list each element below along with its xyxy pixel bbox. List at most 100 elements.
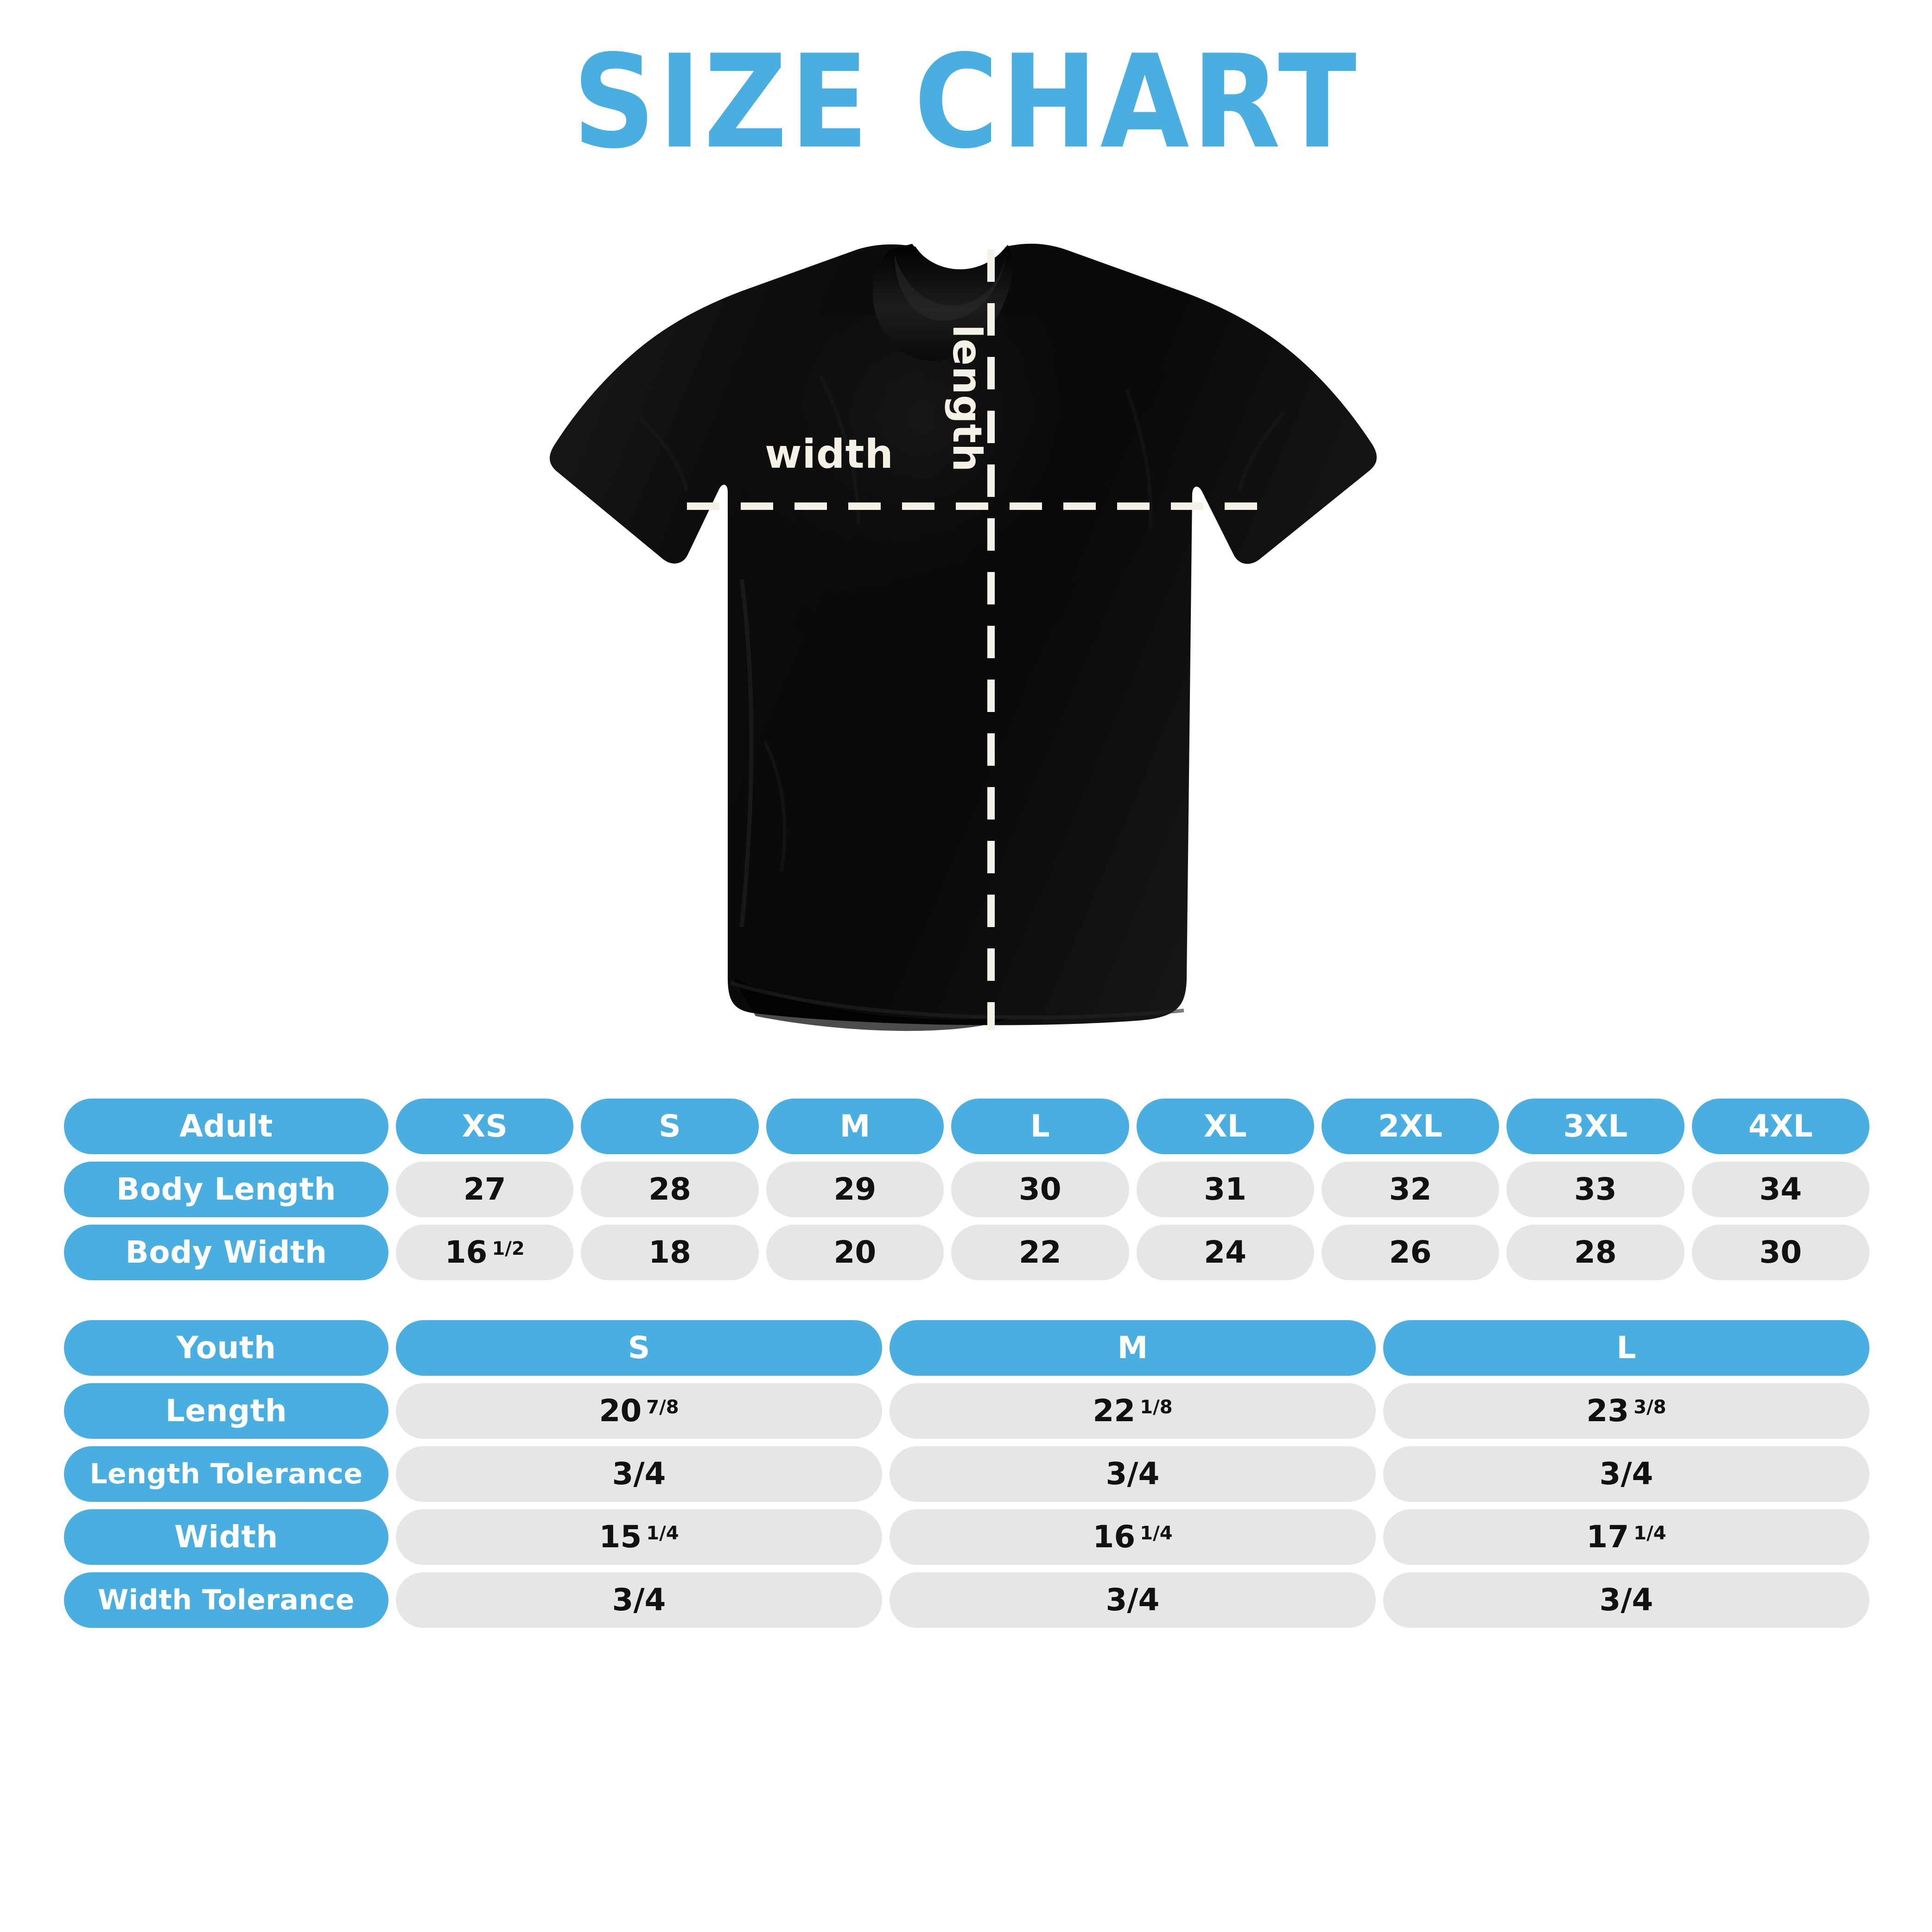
table-row: Width Tolerance 3/4 3/4 3/4 [64,1572,1869,1628]
table-cell: 30 [951,1162,1129,1217]
page-title: SIZE CHART [572,27,1360,178]
cell-value: 16 [445,1234,488,1270]
adult-label-text: Adult [179,1108,273,1144]
table-cell: 3/4 [396,1572,882,1628]
table-row: Length 20 7/8 22 1/8 23 3/8 [64,1383,1869,1439]
row-label-length-tolerance: Length Tolerance [64,1446,388,1502]
row-label-text: Length [165,1393,287,1429]
cell-value: 26 [1389,1234,1432,1270]
youth-header-row: Youth S M L [64,1320,1869,1376]
table-cell: 22 1/8 [890,1383,1376,1439]
cell-value: 3/4 [1106,1456,1160,1492]
table-cell: 22 [951,1225,1129,1280]
size-label: S [659,1108,681,1144]
table-cell: 26 [1321,1225,1500,1280]
cell-fraction: 1/4 [1140,1523,1173,1544]
tshirt-svg [549,243,1377,1031]
table-cell: 17 1/4 [1383,1509,1869,1565]
size-label: XL [1203,1108,1247,1144]
cell-value: 29 [833,1171,877,1207]
adult-header-row: Adult XS S M L XL 2XL [64,1099,1869,1154]
title-area: SIZE CHART [0,38,1932,167]
table-cell: 3/4 [890,1572,1376,1628]
cell-fraction: 1/4 [1633,1523,1666,1544]
table-cell: 31 [1136,1162,1314,1217]
table-row: Body Width 16 1/2 18 20 22 24 [64,1225,1869,1280]
table-row: Length Tolerance 3/4 3/4 3/4 [64,1446,1869,1502]
cell-value: 15 [599,1519,642,1555]
table-cell: 30 [1691,1225,1869,1280]
table-cell: 3/4 [396,1446,882,1502]
tshirt-illustration: width length [524,222,1405,1089]
cell-value: 30 [1759,1234,1802,1270]
youth-row-label: Youth [64,1320,388,1376]
adult-size-header-s: S [581,1099,759,1154]
cell-fraction: 1/2 [492,1238,525,1259]
cell-fraction: 1/8 [1140,1397,1173,1418]
table-cell: 3/4 [1383,1572,1869,1628]
cell-value: 28 [648,1171,691,1207]
measurement-guides [687,249,1262,1030]
adult-size-header-4xl: 4XL [1691,1099,1869,1154]
table-cell: 29 [766,1162,944,1217]
size-label: M [839,1108,871,1144]
cell-fraction: 1/4 [646,1523,679,1544]
size-label: XS [462,1108,508,1144]
table-cell: 16 1/4 [890,1509,1376,1565]
adult-size-header-3xl: 3XL [1506,1099,1684,1154]
cell-value: 20 [599,1393,642,1429]
size-label: 3XL [1563,1108,1628,1144]
row-label-text: Width Tolerance [98,1584,355,1616]
cell-fraction: 3/8 [1633,1397,1666,1418]
size-label: L [1616,1330,1636,1366]
table-cell: 23 3/8 [1383,1383,1869,1439]
cell-value: 3/4 [612,1456,666,1492]
table-cell: 28 [581,1162,759,1217]
size-label: L [1030,1108,1050,1144]
size-label: S [628,1330,650,1366]
cell-value: 28 [1574,1234,1617,1270]
cell-value: 16 [1093,1519,1136,1555]
table-cell: 20 7/8 [396,1383,882,1439]
cell-value: 22 [1093,1393,1136,1429]
youth-size-table: Youth S M L Length 20 7/8 [64,1320,1869,1628]
row-label-text: Length Tolerance [89,1458,363,1490]
cell-value: 32 [1389,1171,1432,1207]
row-label-length: Length [64,1383,388,1439]
adult-size-header-2xl: 2XL [1321,1099,1500,1154]
row-label-text: Body Length [116,1171,336,1207]
cell-value: 30 [1018,1171,1061,1207]
cell-value: 27 [463,1171,506,1207]
width-label: width [765,431,894,477]
row-label-text: Body Width [125,1234,327,1270]
table-cell: 27 [396,1162,574,1217]
size-label: M [1117,1330,1148,1366]
cell-value: 33 [1574,1171,1617,1207]
youth-size-header-s: S [396,1320,882,1376]
length-label: length [944,324,990,472]
adult-size-header-xs: XS [396,1099,574,1154]
table-cell: 34 [1691,1162,1869,1217]
cell-value: 18 [648,1234,691,1270]
cell-value: 17 [1586,1519,1629,1555]
size-label: 4XL [1748,1108,1813,1144]
table-cell: 33 [1506,1162,1684,1217]
youth-size-header-m: M [890,1320,1376,1376]
adult-size-header-l: L [951,1099,1129,1154]
youth-size-header-l: L [1383,1320,1869,1376]
tshirt-body [549,243,1377,1031]
size-tables: Adult XS S M L XL 2XL [64,1099,1869,1628]
table-cell: 32 [1321,1162,1500,1217]
table-row: Body Length 27 28 29 30 31 32 [64,1162,1869,1217]
cell-value: 3/4 [1106,1582,1160,1618]
adult-size-table: Adult XS S M L XL 2XL [64,1099,1869,1280]
adult-size-header-xl: XL [1136,1099,1314,1154]
cell-value: 23 [1586,1393,1629,1429]
cell-value: 3/4 [1599,1582,1653,1618]
row-label-body-width: Body Width [64,1225,388,1280]
table-cell: 20 [766,1225,944,1280]
row-label-width-tolerance: Width Tolerance [64,1572,388,1628]
row-label-text: Width [174,1519,278,1555]
cell-value: 24 [1204,1234,1247,1270]
